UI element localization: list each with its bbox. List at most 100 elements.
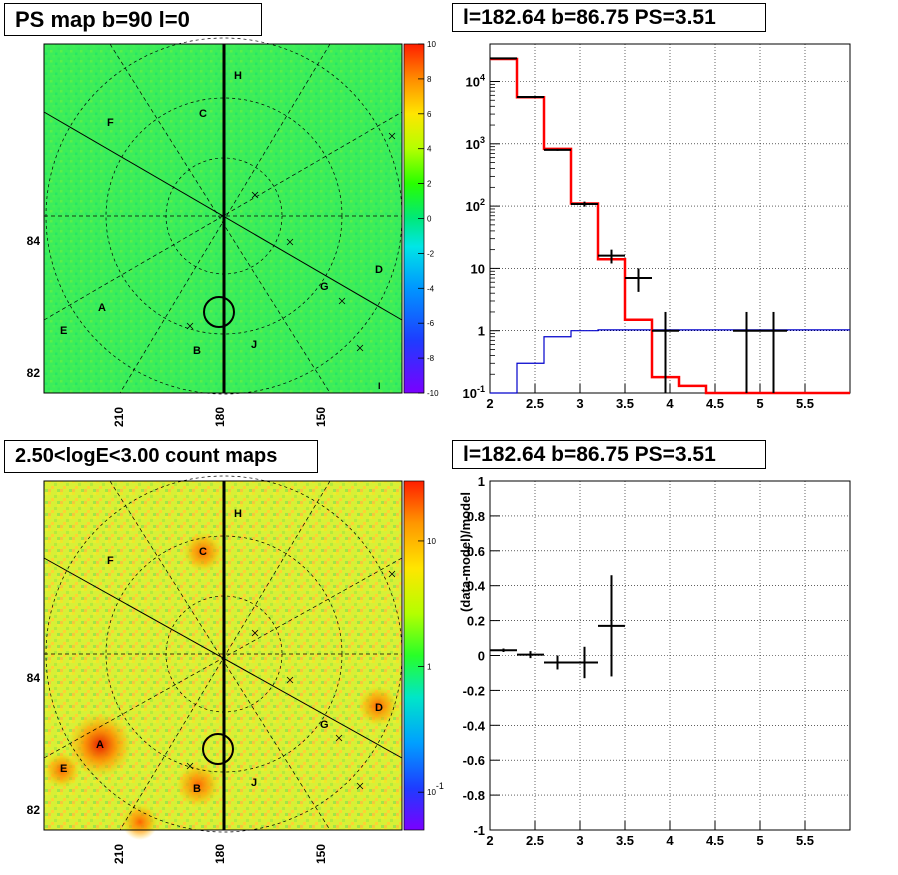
spectrum-grid [489, 44, 850, 394]
x-tick-label: 4.5 [706, 396, 724, 411]
hotspot [122, 804, 158, 840]
map-y-tick-label: 84 [27, 671, 41, 685]
colorbar-tick-label: -2 [427, 249, 435, 258]
residual-data [490, 575, 625, 679]
map-y-tick-label: 84 [27, 234, 41, 248]
count-map-cross [335, 734, 343, 742]
spectrum-background-model [490, 329, 850, 394]
colorbar-tick-label: 0 [427, 215, 432, 224]
colorbar-tick-label: 4 [427, 145, 432, 154]
count-map-panel: A B C D E F G H J 10 1 10-1 210 180 150 84 82 [27, 475, 444, 864]
x-tick-label: 2 [486, 396, 493, 411]
background-model-line [490, 329, 850, 394]
source-label: D [375, 264, 383, 276]
ps-map-roi-circle [203, 296, 235, 328]
source-label: G [320, 281, 329, 293]
count-map-cross [388, 570, 396, 578]
x-tick-label: 2.5 [526, 833, 544, 848]
count-map-x-ticks: 210 180 150 [112, 844, 328, 864]
spectrum-y-ticks: 10-1 1 10 102 103 104 [463, 73, 485, 401]
y-tick-label: 0.4 [467, 579, 486, 594]
x-tick-label: 2 [486, 833, 493, 848]
count-map-source-labels: A B C D E F G H J [60, 508, 383, 795]
source-label: H [234, 508, 242, 520]
y-tick-label: 104 [466, 73, 485, 90]
y-tick-label: 103 [466, 135, 485, 152]
x-tick-label: 3.5 [616, 396, 634, 411]
source-label: C [199, 108, 207, 120]
residual-title: l=182.64 b=86.75 PS=3.51 [452, 440, 766, 469]
count-map-markers [186, 570, 396, 790]
residual-y-label: (data-model)/model [458, 492, 473, 612]
map-x-tick-label: 180 [213, 407, 227, 427]
y-tick-label: 0.8 [467, 509, 485, 524]
y-tick-label: -0.8 [463, 788, 485, 803]
source-label: E [60, 325, 67, 337]
count-map-roi-circle [202, 733, 234, 765]
x-tick-label: 5 [756, 396, 763, 411]
source-label: I [378, 381, 381, 391]
y-tick-label: 0.2 [467, 614, 485, 629]
x-tick-label: 2.5 [526, 396, 544, 411]
colorbar-tick-label: -4 [427, 284, 435, 293]
colorbar-tick-label: -10 [427, 389, 439, 398]
colorbar-tick-label: -6 [427, 319, 435, 328]
hotspot [68, 713, 132, 777]
y-tick-label: -1 [473, 823, 485, 838]
source-label: J [251, 777, 257, 789]
map-x-tick-label: 150 [314, 844, 328, 864]
y-tick-label: 10-1 [463, 384, 485, 401]
ps-map-cross [286, 238, 294, 246]
y-tick-label: 1 [478, 324, 485, 339]
count-map-cross [356, 782, 364, 790]
colorbar-tick-label: 6 [427, 110, 432, 119]
count-map-cross [251, 629, 259, 637]
x-tick-label: 4.5 [706, 833, 724, 848]
count-map-meridian-3 [109, 480, 331, 831]
x-tick-label: 5 [756, 833, 763, 848]
colorbar-tick-label: 10-1 [427, 781, 444, 797]
source-label: E [60, 763, 67, 775]
source-label: A [98, 302, 106, 314]
x-tick-label: 3.5 [616, 833, 634, 848]
count-map-title: 2.50<logE<3.00 count maps [4, 440, 318, 473]
ps-map-meridian-3 [109, 43, 331, 394]
ps-map-cross [186, 322, 194, 330]
ps-map-cross [388, 132, 396, 140]
ps-map-x-ticks: 210 180 150 [112, 407, 328, 427]
map-x-tick-label: 180 [213, 844, 227, 864]
colorbar-tick-label: 1 [427, 663, 432, 672]
ps-map-meridian-5 [43, 111, 403, 321]
x-tick-label: 4 [666, 833, 674, 848]
y-tick-label: 0.6 [467, 544, 485, 559]
spectrum-data [490, 57, 787, 393]
x-tick-label: 3 [576, 396, 583, 411]
source-label: B [193, 345, 201, 357]
y-tick-label: 10 [471, 261, 485, 276]
y-tick-label: 102 [466, 197, 485, 214]
y-tick-label: 0 [478, 649, 485, 664]
x-tick-label: 3 [576, 833, 583, 848]
spectrum-x-ticks: 2 2.5 3 3.5 4 4.5 5 5.5 [486, 396, 814, 411]
residual-y-ticks: 1 0.8 0.6 0.4 0.2 0 -0.2 -0.4 -0.6 -0.8 -1 [463, 474, 486, 838]
ps-map-title: PS map b=90 l=0 [4, 3, 262, 36]
spectrum-panel: 2 2.5 3 3.5 4 4.5 5 5.5 10-1 1 10 102 103 104 [463, 43, 851, 411]
count-map-cross [186, 762, 194, 770]
source-label: C [199, 546, 207, 558]
y-tick-label: 1 [478, 474, 485, 489]
source-label: F [107, 117, 114, 129]
hotspot [44, 752, 80, 788]
ps-map-frame [43, 43, 403, 394]
spectrum-title: l=182.64 b=86.75 PS=3.51 [452, 3, 766, 32]
colorbar-tick-label: 2 [427, 180, 432, 189]
ps-map-cross [338, 297, 346, 305]
count-map-hotspots [44, 532, 398, 840]
ps-map-y-ticks: 84 82 [27, 234, 41, 380]
ps-map-markers [186, 132, 396, 352]
x-tick-label: 5.5 [796, 396, 814, 411]
source-label: A [96, 739, 104, 751]
residual-panel: 2 2.5 3 3.5 4 4.5 5 5.5 1 0.8 0.6 0.4 0.2 0 -0.2 -0.4 -… [458, 474, 851, 848]
source-label: B [193, 783, 201, 795]
source-label: J [251, 339, 257, 351]
